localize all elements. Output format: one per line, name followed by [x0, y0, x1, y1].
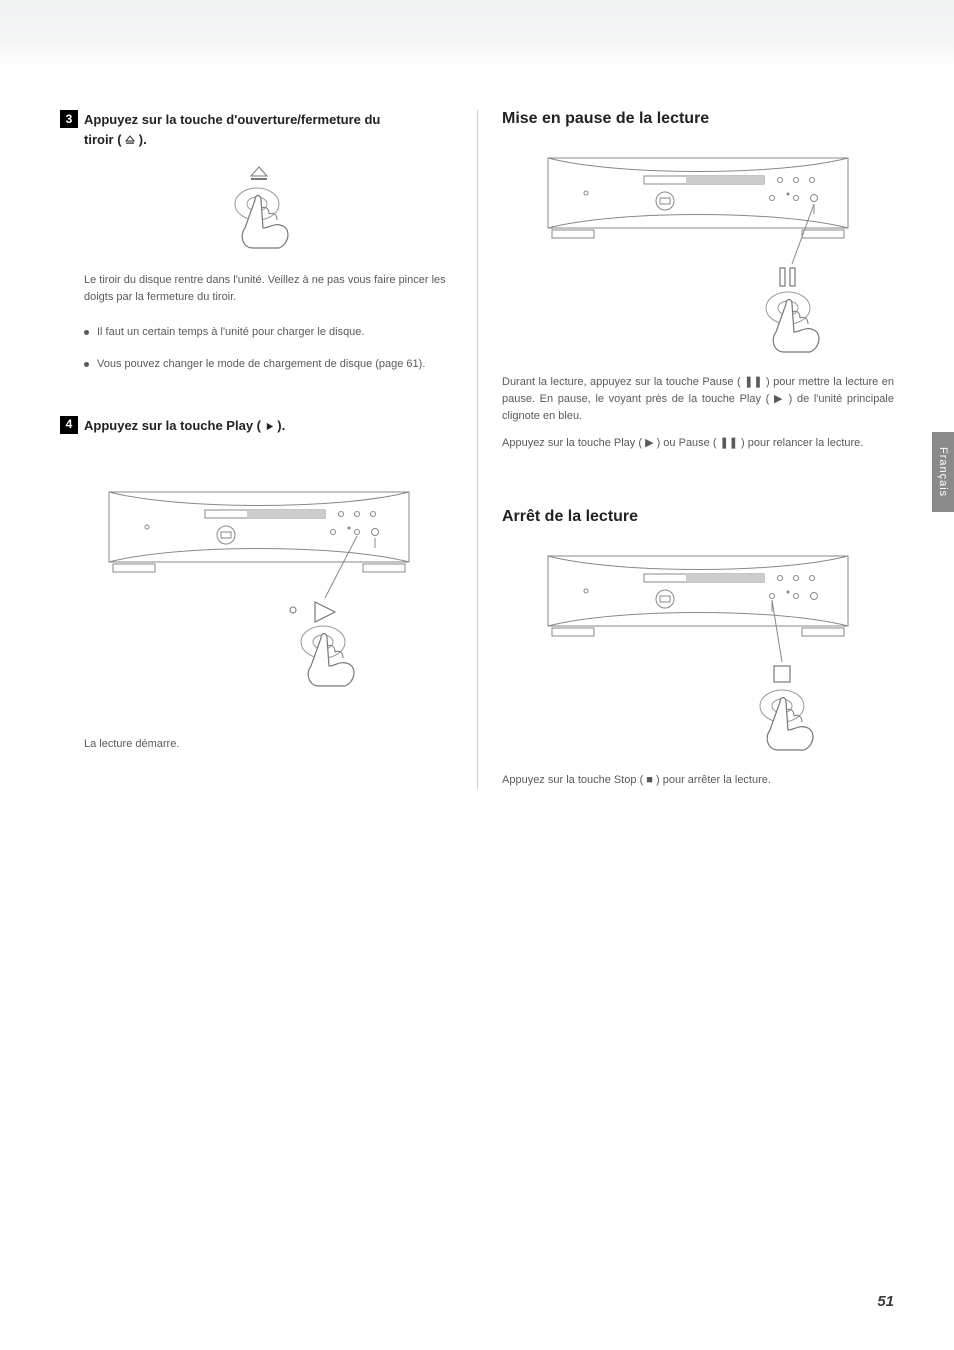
step-4-text: Appuyez sur la touche Play ( ). — [84, 416, 457, 436]
play-icon — [265, 422, 274, 431]
pause-heading: Mise en pause de la lecture — [502, 110, 894, 128]
step-3-number: 3 — [60, 110, 78, 128]
pause-body-1: Durant la lecture, appuyez sur la touche… — [502, 374, 894, 425]
bullet-text: Vous pouvez changer le mode de chargemen… — [97, 356, 425, 374]
top-banner — [0, 0, 954, 70]
content-columns: 3 Appuyez sur la touche d'ouverture/ferm… — [0, 70, 954, 789]
step-3-line: 3 Appuyez sur la touche d'ouverture/ferm… — [60, 110, 457, 150]
step-4-text-a: Appuyez sur la touche Play ( — [84, 418, 265, 433]
bullet-list: Il faut un certain temps à l'unité pour … — [60, 324, 457, 373]
step-4-line: 4 Appuyez sur la touche Play ( ). — [60, 416, 457, 436]
bullet-text: Il faut un certain temps à l'unité pour … — [97, 324, 364, 342]
tray-note: Le tiroir du disque rentre dans l'unité.… — [60, 272, 457, 306]
left-column: 3 Appuyez sur la touche d'ouverture/ferm… — [60, 110, 477, 789]
step-4-number: 4 — [60, 416, 78, 434]
figure-device-stop — [502, 544, 894, 754]
figure-device-pause — [502, 146, 894, 356]
page-number: 51 — [877, 1293, 894, 1310]
step-4-text-b: ). — [277, 418, 285, 433]
bullet-item: Il faut un certain temps à l'unité pour … — [84, 324, 457, 342]
figure-eject-press — [60, 164, 457, 254]
eject-icon — [125, 135, 135, 145]
language-tab: Français — [932, 432, 954, 512]
bullet-dot-icon — [84, 362, 89, 367]
play-starts-text: La lecture démarre. — [60, 736, 457, 753]
step-3-text-a: Appuyez sur la touche d'ouverture/fermet… — [84, 112, 380, 127]
step-3-text-c: ). — [139, 132, 147, 147]
figure-device-play — [60, 480, 457, 690]
step-3-text-b: tiroir ( — [84, 132, 125, 147]
bullet-item: Vous pouvez changer le mode de chargemen… — [84, 356, 457, 374]
stop-body: Appuyez sur la touche Stop ( ■ ) pour ar… — [502, 772, 894, 789]
bullet-dot-icon — [84, 330, 89, 335]
pause-body-2: Appuyez sur la touche Play ( ▶ ) ou Paus… — [502, 435, 894, 452]
right-column: Mise en pause de la lecture — [477, 110, 894, 789]
step-3-text: Appuyez sur la touche d'ouverture/fermet… — [84, 110, 457, 150]
stop-heading: Arrêt de la lecture — [502, 508, 894, 526]
